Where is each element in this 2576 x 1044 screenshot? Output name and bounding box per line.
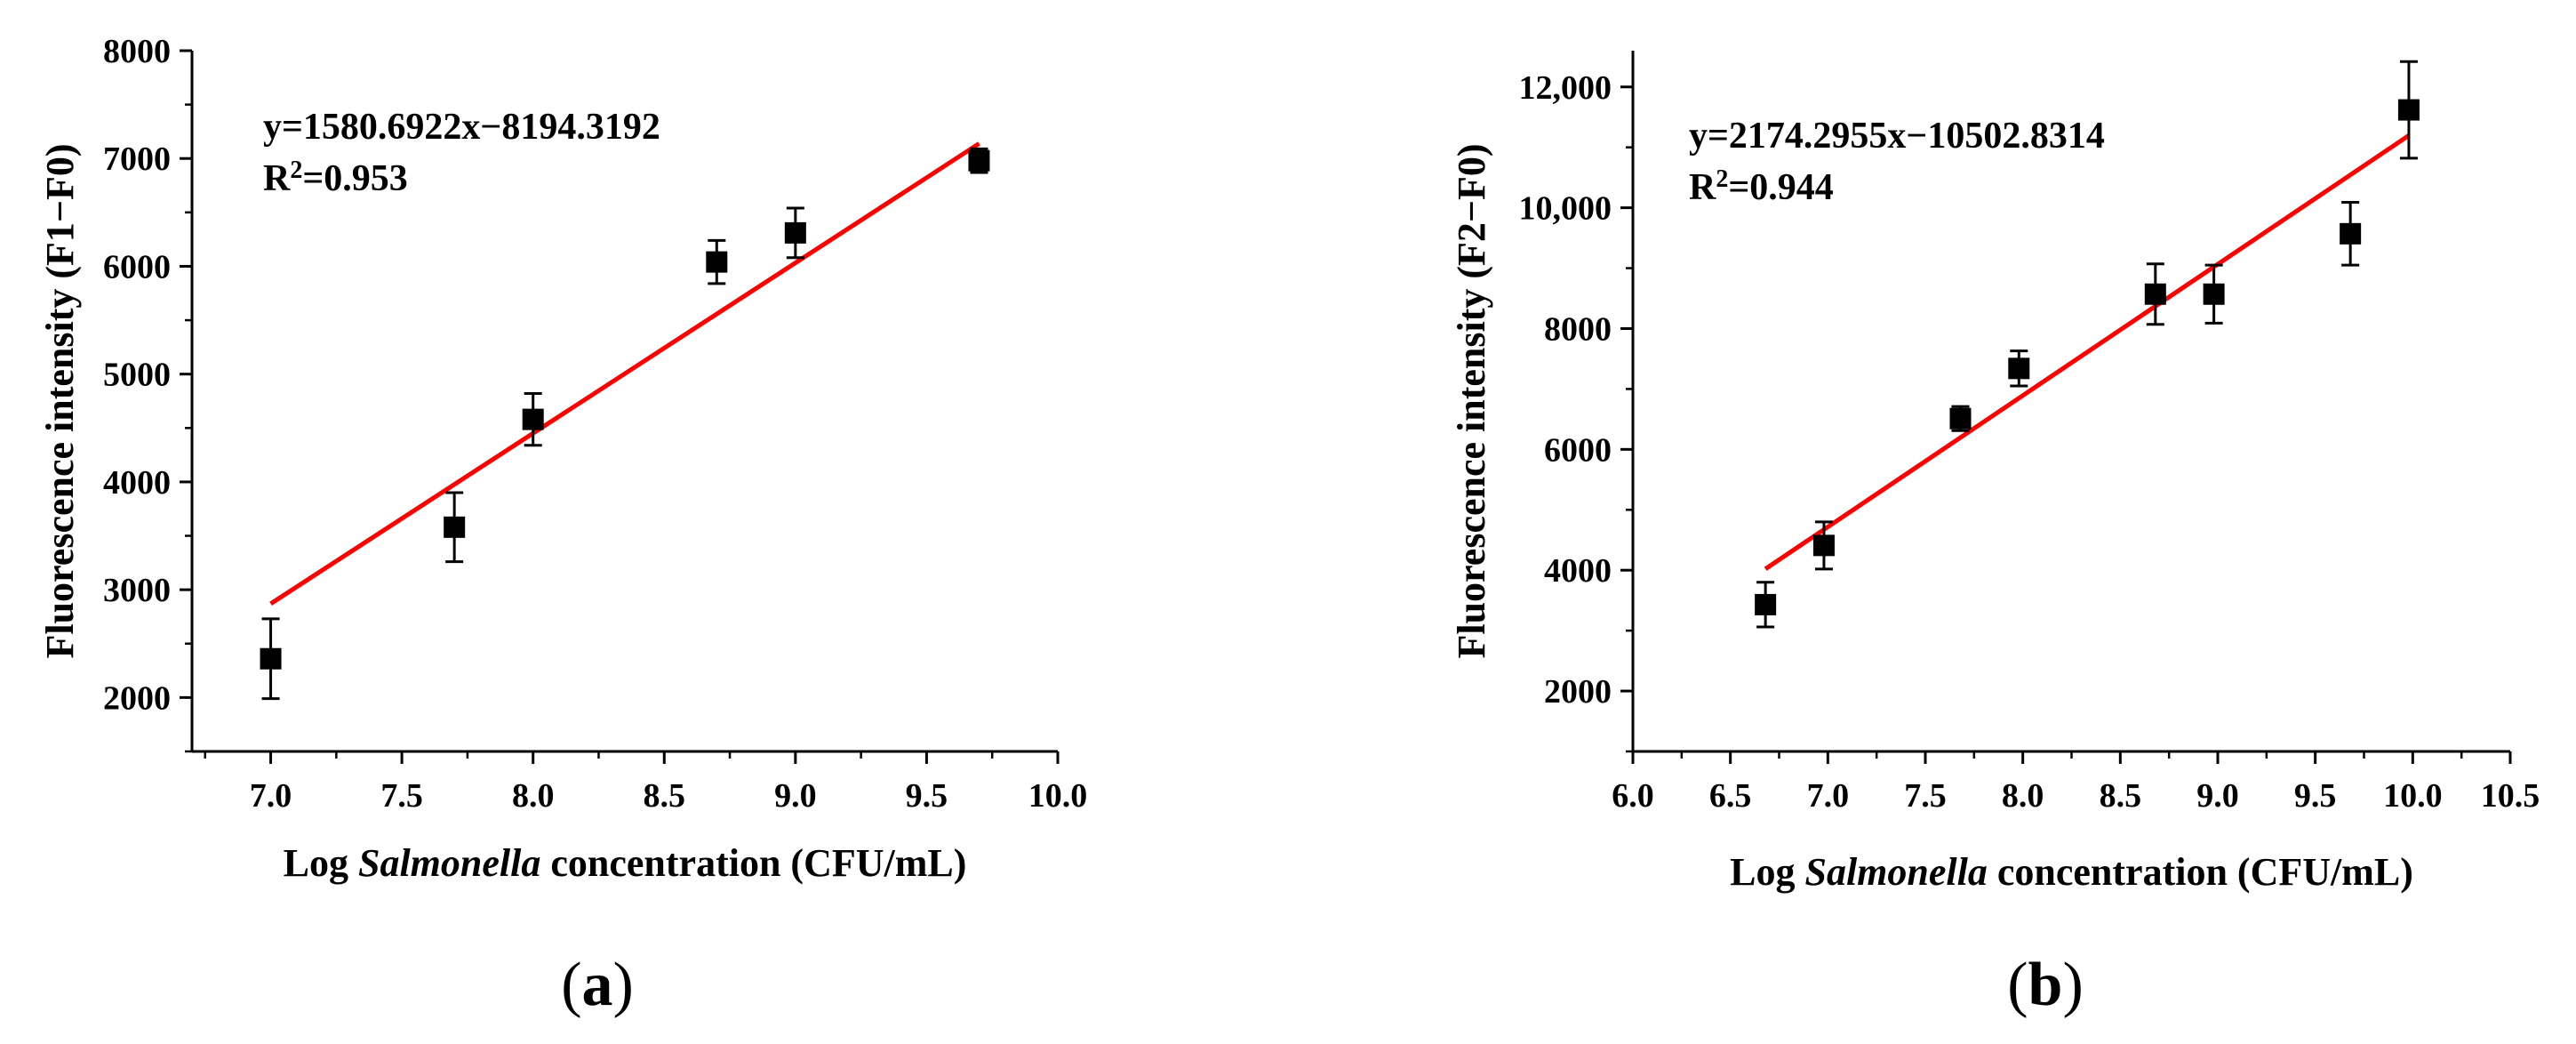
marker-square-b (1812, 534, 1835, 557)
x-tick-label-b: 6.0 (1612, 777, 1654, 815)
x-tick-label-b: 6.5 (1709, 777, 1752, 815)
data-point-b (1949, 405, 1972, 432)
regression-equation-b: y=2174.2955x−10502.8314 (1689, 116, 2105, 157)
y-tick-label-a: 3000 (103, 572, 171, 609)
x-axis-title-suffix-a: concentration (CFU/mL) (540, 841, 966, 885)
x-tick-label-a: 9.5 (906, 777, 948, 815)
regression-line-a (269, 141, 980, 606)
x-axis-title-suffix-b: concentration (CFU/mL) (1988, 850, 2413, 894)
x-tick-label-b: 9.5 (2294, 777, 2337, 815)
data-point-b (2397, 60, 2420, 160)
x-tick-label-b: 8.0 (2002, 777, 2044, 815)
x-tick-label-b: 7.0 (1807, 777, 1850, 815)
marker-square-a (784, 221, 806, 244)
x-axis-title-b: Log Salmonella concentration (CFU/mL) (1730, 850, 2413, 894)
panel-label-open-paren-b: ( (2007, 951, 2028, 1019)
marker-square-a (444, 516, 466, 538)
y-tick-label-b: 10,000 (1519, 190, 1612, 228)
y-axis-title-a: Fluorescence intensity (F1−F0) (38, 143, 82, 658)
panel-label-letter-a: a (582, 951, 613, 1019)
data-point-b (2144, 262, 2166, 326)
y-tick-label-b: 2000 (1544, 673, 1612, 711)
data-point-b (1812, 520, 1835, 571)
panel-label-close-paren-b: ) (2062, 951, 2083, 1019)
data-point-b (2203, 263, 2225, 325)
panel-label-letter-b: b (2028, 951, 2063, 1019)
data-point-a (784, 206, 806, 260)
x-axis-title-prefix-b: Log (1730, 850, 1804, 894)
r-squared-label-a: R (263, 158, 291, 199)
r-squared-superscript-b: 2 (1716, 165, 1728, 193)
x-axis-title-italic-b: Salmonella (1804, 850, 1987, 894)
r-squared-superscript-a: 2 (290, 157, 302, 184)
y-tick-label-a: 7000 (103, 141, 171, 178)
r-squared-a: R2=0.953 (263, 157, 408, 199)
y-tick-label-b: 12,000 (1519, 69, 1612, 107)
marker-square-b (2144, 283, 2166, 305)
marker-square-b (2397, 99, 2420, 121)
r-squared-value-a: =0.953 (302, 158, 407, 199)
panel-label-open-paren-a: ( (561, 951, 581, 1019)
regression-line-b (1764, 133, 2411, 571)
panel-label-b: (b) (2007, 951, 2084, 1019)
y-tick-label-a: 8000 (103, 33, 171, 70)
data-point-b (2340, 201, 2362, 267)
marker-square-a (522, 408, 544, 430)
panel-label-close-paren-a: ) (613, 951, 634, 1019)
y-tick-label-a: 2000 (103, 679, 171, 717)
r-squared-b: R2=0.944 (1689, 165, 1834, 208)
marker-square-b (1755, 593, 1777, 615)
data-point-b (2008, 349, 2030, 388)
marker-square-a (706, 251, 728, 273)
data-point-a (968, 147, 990, 174)
x-tick-label-b: 8.5 (2100, 777, 2142, 815)
data-point-b (1755, 581, 1777, 629)
r-squared-value-b: =0.944 (1728, 167, 1833, 208)
x-axis-title-prefix-a: Log (284, 841, 358, 885)
x-tick-label-a: 7.0 (250, 777, 292, 815)
marker-square-a (260, 647, 282, 670)
x-tick-label-b: 7.5 (1904, 777, 1947, 815)
r-squared-label-b: R (1689, 167, 1716, 208)
x-axis-title-italic-a: Salmonella (358, 841, 540, 885)
marker-square-b (2008, 357, 2030, 380)
x-tick-label-a: 8.5 (644, 777, 686, 815)
x-tick-label-a: 7.5 (380, 777, 423, 815)
x-tick-label-a: 9.0 (774, 777, 817, 815)
marker-square-b (1949, 407, 1972, 430)
y-axis-title-b: Fluorescence intensity (F2−F0) (1450, 143, 1493, 658)
x-tick-label-a: 10.0 (1028, 777, 1088, 815)
x-tick-label-b: 10.0 (2383, 777, 2443, 815)
y-tick-label-b: 8000 (1544, 310, 1612, 348)
y-tick-label-a: 5000 (103, 357, 171, 394)
data-point-a (706, 238, 728, 285)
data-point-a (444, 491, 466, 564)
x-axis-title-a: Log Salmonella concentration (CFU/mL) (284, 841, 967, 885)
y-tick-label-a: 6000 (103, 248, 171, 285)
marker-square-b (2340, 222, 2362, 245)
data-point-a (522, 392, 544, 447)
y-tick-label-b: 4000 (1544, 552, 1612, 590)
marker-square-b (2203, 283, 2225, 305)
marker-square-a (968, 149, 990, 172)
x-tick-label-a: 8.0 (512, 777, 555, 815)
y-tick-label-a: 4000 (103, 464, 171, 502)
y-tick-label-b: 6000 (1544, 431, 1612, 469)
panel-label-a: (a) (561, 951, 634, 1019)
x-tick-label-b: 9.0 (2196, 777, 2239, 815)
regression-equation-a: y=1580.6922x−8194.3192 (263, 107, 660, 148)
data-point-a (260, 617, 282, 701)
x-tick-label-b: 10.5 (2481, 777, 2540, 815)
